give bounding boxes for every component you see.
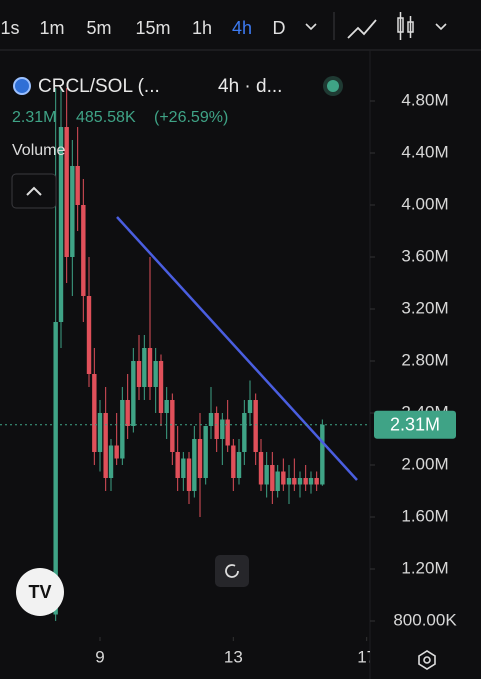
candle-body [231, 445, 236, 478]
candle-body [64, 126, 69, 257]
candle-body [314, 477, 319, 485]
candle-body [292, 477, 297, 485]
status-dot [327, 80, 339, 92]
change-pct: (+26.59%) [154, 109, 228, 126]
candle-body [236, 451, 242, 478]
y-tick-label: 4.00M [401, 194, 448, 213]
candle-body [164, 399, 169, 413]
dropdown[interactable] [305, 23, 317, 31]
candle-body [86, 295, 92, 374]
candle-body [131, 360, 136, 426]
candle-body [181, 458, 186, 478]
last-price-box [374, 410, 456, 439]
candle-body [147, 347, 153, 387]
candle-icon[interactable] [397, 12, 414, 40]
candle-body [225, 419, 230, 446]
y-tick-label: 2.00M [401, 454, 448, 473]
candle-body [203, 425, 208, 478]
candle-body [175, 451, 180, 478]
logo [16, 568, 64, 616]
change: 485.58K [76, 109, 136, 126]
candle-body [53, 321, 58, 615]
candle-body [108, 445, 114, 478]
candle-body [142, 347, 147, 387]
candle-body [75, 165, 80, 205]
last-price-label: 2.31M [390, 414, 440, 434]
candle-body [308, 477, 314, 485]
interval: 4h · d... [218, 76, 282, 97]
settings-dot [423, 656, 431, 664]
price: 2.31M [12, 109, 56, 126]
toolbar: 1s 1m 5m 15m 1h 4h D [0, 18, 285, 38]
candle-body [81, 204, 86, 296]
line-chart-icon[interactable] [347, 19, 377, 39]
candle-body [247, 399, 253, 413]
x-tick-label: 13 [224, 647, 243, 666]
candle-body [120, 399, 125, 459]
interval-button[interactable]: 1s [0, 18, 19, 38]
y-tick-label: 800.00K [393, 610, 457, 629]
reset-button[interactable] [215, 555, 249, 587]
candle-body [153, 360, 158, 387]
x-tick-label: 17 [357, 647, 376, 666]
settings-icon[interactable] [418, 650, 436, 670]
candle-body [303, 477, 308, 485]
candle-body [170, 399, 175, 452]
y-tick-label: 3.20M [401, 298, 448, 317]
y-tick-label: 2.80M [401, 350, 448, 369]
y-tick-label: 3.60M [401, 246, 448, 265]
candle-body [125, 399, 130, 426]
candle-body [220, 419, 225, 439]
candle-body [92, 373, 97, 452]
chevron-up [26, 186, 42, 196]
interval-button[interactable]: D [273, 18, 286, 38]
interval-button[interactable]: 4h [232, 18, 252, 38]
interval-button[interactable]: 1m [39, 18, 64, 38]
candle-body [58, 126, 64, 322]
dropdown[interactable] [435, 23, 447, 31]
y-tick-label: 4.40M [401, 142, 448, 161]
reset-icon [225, 564, 239, 578]
candle-body [208, 412, 214, 426]
candle-body [242, 412, 247, 452]
x-tick-label: 9 [95, 647, 104, 666]
candle-body [286, 477, 292, 485]
candle-body [281, 471, 286, 485]
symbol-icon [13, 77, 31, 95]
candle-body [186, 458, 192, 491]
trend-line [116, 216, 358, 481]
interval-button[interactable]: 15m [135, 18, 170, 38]
volume-label: Volume [12, 142, 65, 159]
interval-button[interactable]: 5m [86, 18, 111, 38]
candle-body [264, 464, 269, 485]
logo-mark: TV [28, 582, 51, 602]
candle-body [253, 399, 258, 452]
candle-body [320, 424, 325, 485]
candle-body [114, 445, 119, 459]
collapse-button[interactable] [11, 173, 57, 209]
candle-body [258, 451, 264, 485]
candle-body [70, 165, 75, 257]
interval-button[interactable]: 1h [192, 18, 212, 38]
candle-body [97, 412, 103, 452]
candle-body [214, 412, 219, 439]
candle-body [103, 412, 108, 478]
candle-body [297, 477, 303, 485]
candle-body [136, 360, 142, 387]
y-tick-label: 1.20M [401, 558, 448, 577]
y-tick-label: 1.60M [401, 506, 448, 525]
candle-body [192, 438, 197, 491]
candle-body [158, 360, 164, 413]
symbol[interactable]: CRCL/SOL (... [38, 76, 160, 97]
candle-body [275, 471, 280, 491]
candle-body [197, 438, 203, 478]
y-tick-label: 4.80M [401, 90, 448, 109]
candle-body [270, 464, 275, 491]
